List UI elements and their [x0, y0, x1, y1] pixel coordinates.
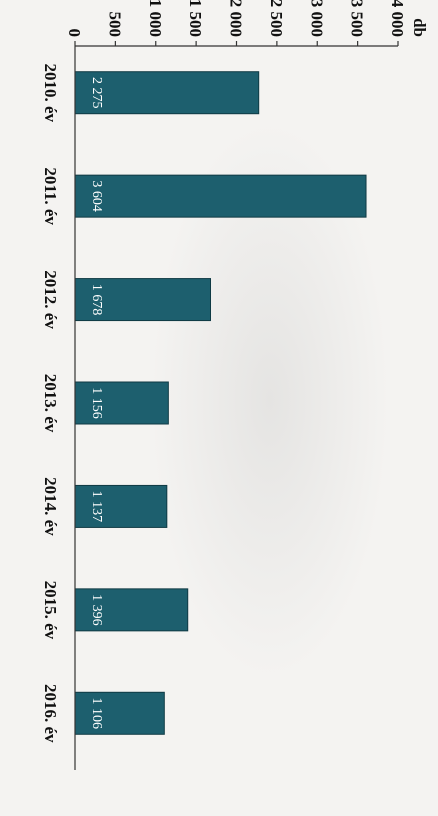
x-tick-label: 2014. év	[41, 477, 60, 536]
y-tick-label: 3 000	[307, 0, 326, 37]
bar-value-label: 1 137	[89, 491, 104, 523]
x-tick-label: 2015. év	[41, 581, 60, 640]
x-tick-label: 2016. év	[41, 684, 60, 743]
bar-value-label: 2 275	[89, 77, 104, 109]
y-tick-label: 2 500	[267, 0, 286, 37]
bar-value-label: 1 396	[89, 594, 104, 626]
y-tick-label: 3 500	[348, 0, 367, 37]
bars-layer: 2 275 3 604 1 678 1 156 1 137 1 396 1 106	[74, 71, 367, 735]
axis-layer: 0 500 1 000 1 500 2 000 2 500 3 000 3 500 4 000 d…	[41, 0, 429, 770]
x-tick-label: 2013. év	[41, 374, 60, 433]
y-axis-unit-label: db	[410, 18, 429, 37]
bar-value-label: 1 106	[89, 698, 104, 730]
x-tick-label: 2011. év	[41, 167, 60, 225]
y-tick-label: 2 000	[227, 0, 246, 37]
x-tick-label: 2012. év	[41, 270, 60, 329]
y-tick-label: 4 000	[388, 0, 407, 37]
bar-value-label: 1 156	[89, 387, 104, 419]
bar-value-label: 3 604	[89, 180, 104, 212]
y-tick-label: 500	[105, 12, 124, 38]
y-tick-label: 1 500	[186, 0, 205, 37]
y-tick-label: 0	[65, 29, 84, 38]
bar-value-label: 1 678	[89, 284, 104, 316]
y-tick-label: 1 000	[146, 0, 165, 37]
bar	[74, 174, 367, 218]
x-tick-label: 2010. év	[41, 63, 60, 122]
